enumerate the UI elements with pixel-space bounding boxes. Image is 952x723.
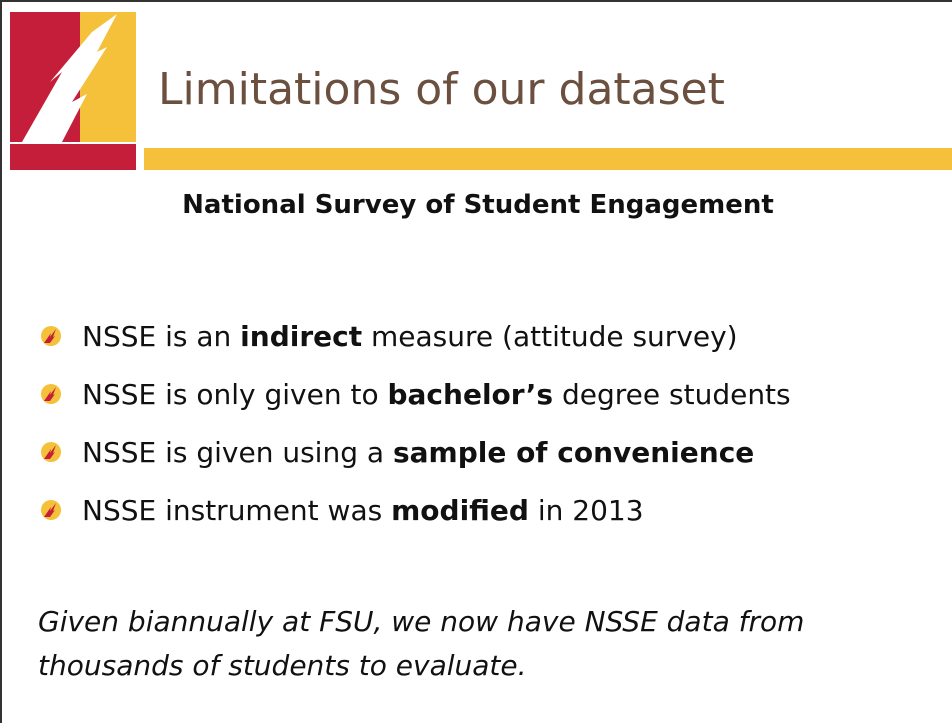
text: NSSE instrument was [82, 493, 392, 527]
text: NSSE is only given to [82, 377, 388, 411]
bold-text: bachelor’s [387, 377, 554, 411]
text: measure (attitude survey) [362, 319, 738, 353]
bullet-icon [41, 442, 61, 462]
subtitle: National Survey of Student Engagement [182, 190, 774, 220]
bullet: NSSE is only given to bachelor’s degree … [40, 365, 791, 423]
text: NSSE is given using a [82, 435, 393, 469]
bullet-icon [41, 500, 61, 520]
bullet-icon [41, 326, 61, 346]
bullet-list: NSSE is an indirect measure (attitude su… [40, 307, 791, 539]
bullet: NSSE is an indirect measure (attitude su… [40, 307, 791, 365]
bold-text: indirect [240, 319, 363, 353]
bold-text: modified [391, 493, 529, 527]
text: in 2013 [528, 493, 644, 527]
bold-text: sample of convenience [392, 435, 755, 469]
header-graphic [10, 12, 952, 170]
text: degree students [553, 377, 791, 411]
title: Limitations of our dataset [158, 64, 725, 115]
bullet: NSSE instrument was modified in 2013 [40, 481, 791, 539]
text: NSSE is an [82, 319, 241, 353]
note: Given biannually at FSU, we now have NSS… [38, 605, 805, 682]
bullet: NSSE is given using a sample of convenie… [40, 423, 791, 481]
bullet-icon [41, 384, 61, 404]
